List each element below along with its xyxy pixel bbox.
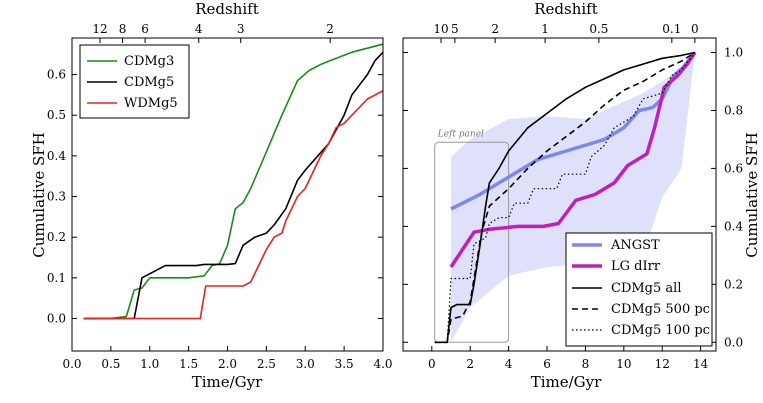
left-y-tick-label: 0.3 — [47, 190, 66, 204]
right-x-tick-label: 0 — [428, 357, 436, 371]
right-tick-layer: 0 2 4 6 8 10 12 140.00.20.40.60.81.010 5 2 1 0.5 0.1… — [403, 22, 743, 371]
right-redshift-tick-label: 10 — [433, 22, 448, 36]
right-x-tick-label: 8 — [582, 357, 590, 371]
right-redshift-tick-label: 1 — [541, 22, 549, 36]
left-x-tick-label: 2.0 — [218, 357, 237, 371]
left-y-tick-label: 0.2 — [47, 230, 66, 244]
legend-label-cdmg5-500pc: CDMg5 500 pc — [611, 302, 710, 317]
series-line-right-cdmg5-100-pc — [434, 52, 696, 343]
legend-label-cdmg5: CDMg5 — [124, 75, 174, 90]
legend-label-lg-dirr: LG dIrr — [611, 259, 661, 274]
right-x-tick-label: 4 — [505, 357, 513, 371]
right-range-band — [451, 52, 695, 343]
right-x-tick-label: 14 — [693, 357, 709, 371]
right-y-axis-label: Cumulative SFH — [743, 132, 761, 257]
right-x-tick-label: 6 — [543, 357, 551, 371]
right-x-tick-label: 2 — [466, 357, 474, 371]
right-y-tick-label: 0.6 — [724, 161, 743, 175]
left-tick-layer: 0.0 0.5 1.0 1.5 2.0 2.5 3.0 3.5 4.0 0.0 0.1 0.2 0.3 0… — [47, 22, 393, 371]
series-line-left-wdmg5 — [83, 90, 384, 320]
left-y-tick-label: 0.6 — [47, 68, 66, 82]
left-redshift-tick-label: 6 — [141, 22, 149, 36]
left-top-axis-label: Redshift — [195, 0, 259, 18]
left-x-tick-label: 1.5 — [179, 357, 198, 371]
right-redshift-tick-label: 0.1 — [662, 22, 681, 36]
left-x-tick-label: 2.5 — [257, 357, 276, 371]
right-plot-layer — [434, 51, 697, 344]
right-y-tick-label: 1.0 — [724, 45, 743, 59]
right-y-tick-label: 0.8 — [724, 103, 743, 117]
left-x-tick-label: 4.0 — [373, 357, 392, 371]
legend-label-cdmg3: CDMg3 — [124, 54, 174, 69]
left-x-tick-label: 0.5 — [101, 357, 120, 371]
right-y-tick-label: 0.4 — [724, 219, 743, 233]
left-y-tick-label: 0.0 — [47, 311, 66, 325]
left-redshift-tick-label: 4 — [195, 22, 203, 36]
left-y-tick-label: 0.1 — [47, 271, 66, 285]
left-panel: 0.0 0.5 1.0 1.5 2.0 2.5 3.0 3.5 4.0 0.0 0.1 0.2 0.3 0… — [30, 0, 393, 391]
right-redshift-tick-label: 5 — [451, 22, 459, 36]
left-redshift-tick-label: 12 — [92, 22, 107, 36]
legend-label-cdmg5-100pc: CDMg5 100 pc — [611, 323, 710, 338]
right-redshift-tick-label: 2 — [491, 22, 499, 36]
legend-label-wdmg5: WDMg5 — [124, 96, 178, 111]
left-redshift-tick-label: 8 — [119, 22, 127, 36]
series-line-right-cdmg5-500-pc — [434, 51, 696, 344]
right-x-tick-label: 12 — [655, 357, 670, 371]
right-y-tick-label: 0.0 — [724, 335, 743, 349]
series-line-left-cdmg5 — [83, 51, 384, 320]
legend-label-cdmg5-all: CDMg5 all — [611, 281, 681, 296]
left-y-tick-label: 0.5 — [47, 108, 66, 122]
left-x-tick-label: 1.0 — [140, 357, 159, 371]
legend-label-angst: ANGST — [610, 238, 660, 253]
left-x-tick-label: 3.0 — [296, 357, 315, 371]
right-x-tick-label: 10 — [616, 357, 631, 371]
right-x-axis-label: Time/Gyr — [531, 373, 602, 391]
right-top-axis-label: Redshift — [534, 0, 598, 18]
right-legend-box — [565, 232, 713, 347]
right-plot-frame — [402, 37, 717, 352]
left-redshift-tick-label: 2 — [326, 22, 334, 36]
left-plot-layer — [83, 43, 384, 320]
left-panel-annotation: Left panel — [437, 129, 484, 139]
right-redshift-tick-label: 0 — [691, 22, 699, 36]
left-y-tick-label: 0.4 — [47, 149, 66, 163]
left-panel-region-box — [434, 141, 510, 343]
left-redshift-tick-label: 3 — [237, 22, 245, 36]
series-line-right-lg-dirr — [449, 51, 697, 268]
left-legend: CDMg3 CDMg5 WDMg5 — [79, 44, 190, 119]
series-line-right-cdmg5-all — [434, 51, 696, 344]
left-x-tick-label: 0.0 — [62, 357, 81, 371]
left-x-axis-label: Time/Gyr — [192, 373, 263, 391]
right-y-tick-label: 0.2 — [724, 277, 743, 291]
right-panel: 0 2 4 6 8 10 12 140.00.20.40.60.81.010 5 2 1 0.5 0.1… — [402, 0, 761, 391]
right-legend: ANGST LG dIrr CDMg5 all CDMg5 500 pc CDM… — [565, 232, 713, 347]
left-x-tick-label: 3.5 — [335, 357, 354, 371]
left-y-axis-label: Cumulative SFH — [30, 132, 48, 257]
series-line-right-angst — [450, 51, 697, 211]
right-redshift-tick-label: 0.5 — [589, 22, 608, 36]
